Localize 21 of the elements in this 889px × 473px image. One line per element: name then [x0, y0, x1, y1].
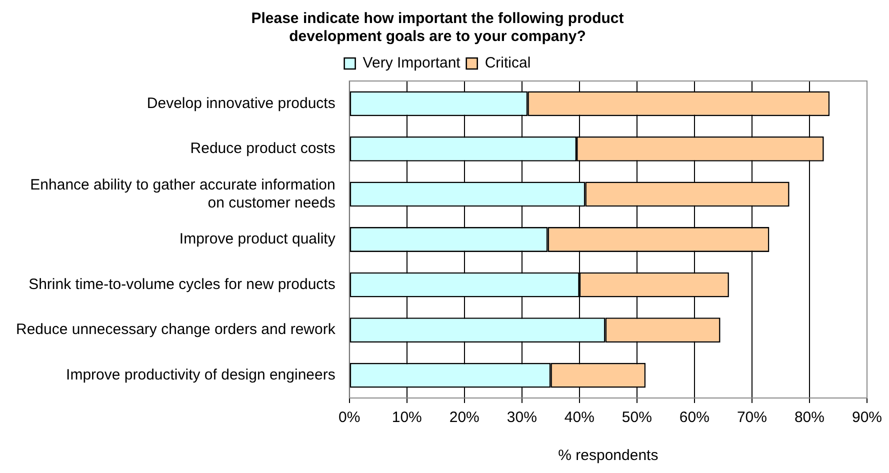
- legend-label: Critical: [484, 54, 531, 72]
- chart-title: Please indicate how important the following product development goals are to your company?: [251, 10, 624, 46]
- x-tick-label: 40%: [564, 409, 594, 426]
- x-tick-label: 10%: [392, 409, 422, 426]
- y-tick-label: Develop innovative products: [146, 94, 336, 112]
- y-tick-label: Improve productivity of design engineers: [66, 366, 336, 384]
- y-tick-label: Enhance ability to gather accurate information on customer needs: [30, 176, 336, 212]
- x-tick-label: 0%: [338, 409, 360, 426]
- x-tick-label: 30%: [506, 409, 537, 426]
- x-tick-label: 70%: [736, 409, 767, 426]
- x-tick-label: 90%: [852, 409, 882, 426]
- x-axis-title: % respondents: [558, 447, 658, 464]
- legend-label: Very Important: [362, 54, 462, 72]
- x-tick-label: 60%: [679, 409, 710, 426]
- x-tick-label: 80%: [794, 409, 824, 426]
- x-tick-label: 50%: [622, 409, 652, 426]
- y-tick-label: Reduce unnecessary change orders and rework: [16, 321, 336, 338]
- y-tick-label: Improve product quality: [179, 230, 336, 248]
- y-tick-label: Shrink time-to-volume cycles for new products: [28, 276, 336, 293]
- y-tick-label: Reduce product costs: [190, 140, 336, 158]
- x-tick-label: 20%: [449, 409, 480, 426]
